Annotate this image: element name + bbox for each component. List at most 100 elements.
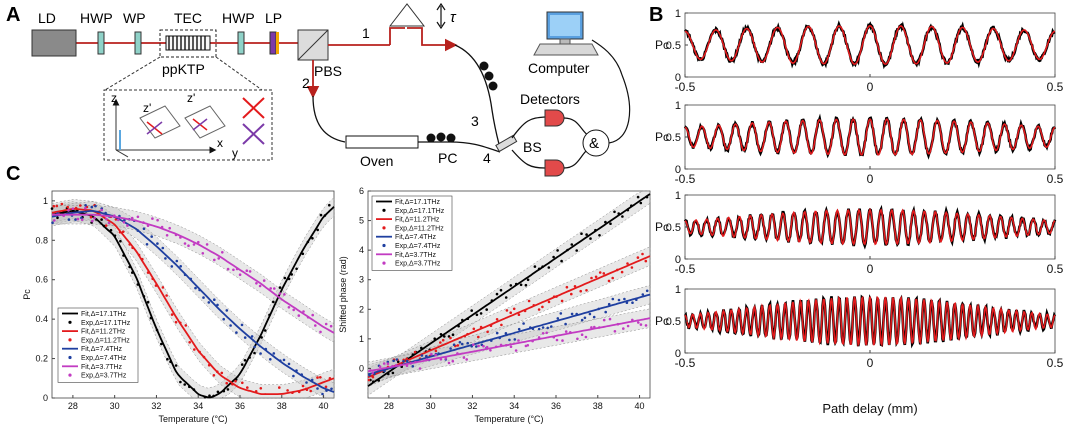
label-tec: TEC bbox=[174, 10, 202, 26]
exp-point-s3 bbox=[405, 364, 409, 368]
exp-point-s7 bbox=[588, 312, 592, 316]
label-arm2: 2 bbox=[302, 75, 310, 91]
exp-point-s11 bbox=[644, 259, 648, 263]
exp-point-s11 bbox=[66, 205, 69, 209]
y-tick-label: 1 bbox=[43, 196, 48, 206]
exp-point-s11 bbox=[439, 341, 442, 344]
exp-point-s3 bbox=[226, 267, 230, 271]
exp-point-s11 bbox=[456, 344, 460, 347]
panel-label-b: B bbox=[649, 4, 663, 26]
exp-point-s3 bbox=[269, 287, 273, 290]
legend-label: Fit,Δ=7.4THz bbox=[395, 234, 437, 241]
exp-point-s3 bbox=[626, 324, 630, 328]
exp-point-s3 bbox=[245, 269, 249, 273]
x-tick-label: 34 bbox=[509, 401, 519, 411]
exp-point-s17 bbox=[278, 286, 282, 289]
legend-label: Exp,Δ=11.2THz bbox=[395, 225, 444, 232]
exp-point-s17 bbox=[560, 259, 563, 263]
fit-line-s3 bbox=[52, 213, 335, 334]
exp-point-s17 bbox=[636, 195, 640, 199]
fit-line-s11 bbox=[51, 207, 335, 396]
exp-point-s7 bbox=[161, 246, 165, 250]
exp-point-s11 bbox=[636, 256, 640, 259]
exp-point-s17 bbox=[639, 201, 643, 205]
exp-point-s3 bbox=[541, 332, 545, 335]
exp-point-s11 bbox=[188, 341, 191, 344]
x-tick-label: 38 bbox=[277, 401, 287, 411]
exp-point-s11 bbox=[611, 276, 614, 280]
exp-point-s11 bbox=[309, 389, 313, 393]
exp-point-s7 bbox=[145, 243, 149, 246]
exp-point-s11 bbox=[565, 285, 569, 289]
label-and: & bbox=[589, 135, 599, 152]
legend-label: Fit,Δ=17.1THz bbox=[81, 311, 126, 318]
exp-point-s11 bbox=[626, 262, 629, 265]
exp-point-s17 bbox=[519, 283, 523, 287]
b-fit-trace bbox=[684, 24, 1056, 65]
legend-swatch-dot bbox=[382, 261, 386, 265]
legend-label: Fit,Δ=3.7THz bbox=[395, 252, 437, 259]
legend-swatch-dot bbox=[382, 208, 386, 212]
exp-point-s17 bbox=[174, 364, 178, 367]
exp-point-s17 bbox=[119, 239, 122, 243]
exp-point-s11 bbox=[537, 308, 541, 311]
exp-point-s7 bbox=[194, 286, 197, 290]
x-tick-label: 38 bbox=[593, 401, 603, 411]
exp-point-s3 bbox=[430, 352, 433, 356]
exp-point-s17 bbox=[264, 329, 267, 332]
exp-point-s3 bbox=[447, 361, 451, 365]
exp-point-s7 bbox=[513, 338, 517, 341]
exp-point-s7 bbox=[287, 362, 291, 366]
b-x-tick-label: 0.5 bbox=[1047, 356, 1064, 370]
exp-point-s3 bbox=[576, 337, 579, 341]
exp-point-s17 bbox=[609, 222, 612, 225]
exp-point-s3 bbox=[526, 344, 530, 347]
exp-point-s3 bbox=[183, 242, 187, 245]
exp-point-s11 bbox=[104, 224, 108, 227]
fit-line-s11 bbox=[367, 255, 651, 379]
exp-point-s7 bbox=[305, 381, 308, 384]
exp-point-s11 bbox=[449, 336, 452, 340]
label-lp: LP bbox=[265, 10, 282, 26]
x-tick-label: 28 bbox=[384, 401, 394, 411]
detector-2 bbox=[544, 159, 565, 177]
exp-point-s3 bbox=[485, 345, 489, 349]
exp-point-s7 bbox=[202, 296, 205, 299]
y-tick-label: 2 bbox=[359, 304, 364, 314]
exp-point-s11 bbox=[114, 218, 118, 221]
y-tick-label: 4 bbox=[359, 245, 364, 255]
exp-point-s11 bbox=[79, 204, 82, 207]
exp-point-s11 bbox=[121, 230, 125, 233]
exp-point-s3 bbox=[602, 318, 606, 322]
exp-point-s3 bbox=[477, 344, 480, 348]
exp-point-s11 bbox=[170, 313, 174, 316]
exp-point-s17 bbox=[495, 292, 499, 296]
exp-point-s7 bbox=[90, 205, 94, 209]
exp-point-s3 bbox=[584, 335, 588, 339]
exp-point-s11 bbox=[413, 350, 417, 354]
exp-point-s7 bbox=[272, 352, 276, 355]
fiber-arm1 bbox=[454, 44, 501, 149]
beam-splitter bbox=[495, 134, 518, 153]
label-detectors: Detectors bbox=[520, 91, 580, 107]
exp-point-s7 bbox=[216, 303, 219, 307]
exp-point-s17 bbox=[50, 207, 54, 210]
exp-point-s7 bbox=[269, 358, 272, 361]
exp-point-s7 bbox=[550, 325, 553, 328]
exp-point-s7 bbox=[170, 265, 174, 268]
exp-point-s11 bbox=[434, 349, 438, 353]
exp-point-s3 bbox=[509, 345, 513, 349]
exp-point-s17 bbox=[552, 255, 555, 259]
exp-point-s3 bbox=[232, 268, 235, 272]
exp-point-s3 bbox=[639, 323, 643, 326]
exp-point-s7 bbox=[458, 341, 462, 344]
exp-point-s7 bbox=[292, 374, 295, 378]
exp-point-s17 bbox=[524, 283, 528, 287]
exp-point-s17 bbox=[160, 342, 163, 346]
exp-point-s3 bbox=[561, 339, 564, 342]
exp-point-s7 bbox=[631, 301, 634, 305]
exp-point-s11 bbox=[570, 292, 573, 296]
legend-label: Fit,Δ=11.2THz bbox=[395, 217, 440, 224]
exp-point-s17 bbox=[166, 357, 169, 361]
